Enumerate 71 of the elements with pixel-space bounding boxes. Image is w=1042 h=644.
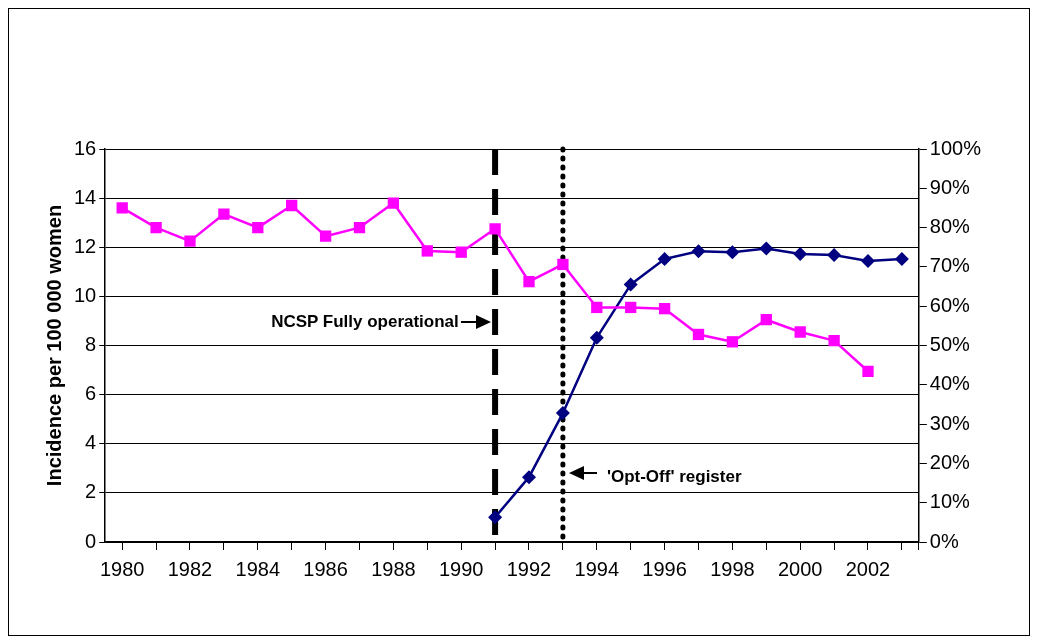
point [623, 277, 638, 292]
point [116, 202, 128, 214]
point [726, 336, 739, 348]
point [691, 244, 706, 259]
point [625, 301, 637, 314]
point [150, 221, 162, 234]
x-tick-label: 1994 [574, 557, 620, 580]
y-tick-label: 6 [85, 382, 97, 405]
x-tick-label: 1992 [506, 557, 552, 580]
x-tick-label: 2002 [845, 557, 891, 580]
y2-tick-label: 60% [929, 293, 971, 316]
y-tick-label: 10 [74, 283, 97, 306]
point [252, 221, 264, 234]
point [522, 470, 536, 485]
point [794, 326, 806, 338]
point [658, 303, 671, 315]
point [591, 301, 603, 314]
x-tick-label: 1990 [438, 557, 484, 580]
y-tick-label: 4 [85, 431, 97, 454]
x-tick-label: 2000 [777, 557, 823, 580]
y2-tick-label: 50% [929, 333, 971, 356]
y2-tick-label: 40% [929, 372, 971, 395]
y2-tick-label: 80% [929, 215, 971, 238]
point [862, 365, 874, 377]
ref-line-label: NCSP Fully operational [271, 311, 459, 331]
point [793, 246, 808, 261]
y-axis-title: Incidence per 100 000 women [42, 204, 65, 487]
y2-tick-label: 30% [929, 411, 971, 434]
x-tick-label: 1996 [642, 557, 687, 580]
point [828, 334, 840, 347]
x-tick-label: 1988 [371, 557, 416, 580]
y2-tick-label: 90% [929, 175, 971, 198]
x-tick-label: 1998 [710, 557, 755, 580]
y-tick-label: 16 [74, 136, 97, 159]
y-tick-label: 2 [85, 480, 97, 503]
point [759, 241, 774, 256]
point [692, 328, 705, 341]
point [657, 252, 672, 267]
y2-tick-label: 100% [929, 136, 982, 159]
point [421, 245, 433, 257]
point [589, 330, 604, 345]
x-tick-label: 1982 [167, 557, 213, 580]
y2-tick-label: 0% [929, 529, 959, 552]
point [353, 221, 366, 234]
point [827, 248, 842, 263]
point [760, 314, 772, 326]
point [725, 245, 740, 260]
point [894, 252, 909, 267]
point [488, 510, 503, 525]
x-tick-label: 1984 [235, 557, 281, 580]
point [555, 406, 570, 421]
point [184, 235, 196, 247]
x-tick-label: 1986 [303, 557, 348, 580]
y2-tick-label: 70% [929, 254, 971, 277]
y-tick-label: 12 [74, 234, 97, 257]
point [557, 258, 569, 271]
point [387, 197, 400, 209]
y-tick-label: 14 [74, 185, 97, 208]
point [455, 246, 467, 258]
ref-line-label: 'Opt-Off' register [606, 466, 742, 486]
x-tick-label: 1980 [99, 557, 145, 580]
y2-tick-label: 10% [929, 490, 971, 513]
point [861, 254, 875, 269]
point [218, 208, 230, 220]
y2-tick-label: 20% [929, 450, 971, 473]
y-tick-label: 0 [85, 529, 97, 552]
point [286, 199, 298, 212]
point [523, 275, 535, 288]
point [489, 223, 501, 235]
y-tick-label: 8 [85, 333, 97, 356]
point [319, 230, 332, 242]
